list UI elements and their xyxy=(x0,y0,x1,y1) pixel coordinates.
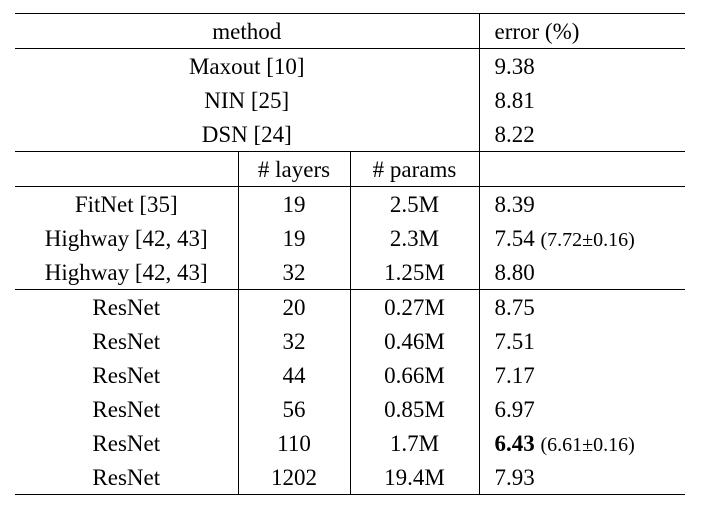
params-cell: 0.85M xyxy=(350,392,480,426)
params-cell: 0.66M xyxy=(350,358,480,392)
error-value: 7.93 xyxy=(494,464,535,490)
layers-cell: 32 xyxy=(238,255,351,290)
header-method: method xyxy=(15,13,480,49)
error-value: 8.39 xyxy=(494,191,535,217)
table-row: ResNet 1202 19.4M 7.93 xyxy=(15,460,685,495)
params-cell: 0.46M xyxy=(350,324,480,358)
method-cell: Maxout [10] xyxy=(15,48,480,83)
method-cell: Highway [42, 43] xyxy=(15,255,239,290)
table-row: Maxout [10] 9.38 xyxy=(15,48,685,83)
error-value: 7.17 xyxy=(494,362,535,388)
subheader-params: # params xyxy=(350,151,480,187)
table-row: Highway [42, 43] 32 1.25M 8.80 xyxy=(15,255,685,290)
error-cell: 7.93 xyxy=(479,460,685,495)
table-row: ResNet 44 0.66M 7.17 xyxy=(15,358,685,392)
params-cell: 19.4M xyxy=(350,460,480,495)
layers-cell: 32 xyxy=(238,324,351,358)
table-row: DSN [24] 8.22 xyxy=(15,117,685,152)
results-table: method error (%) Maxout [10] 9.38 NIN [2… xyxy=(15,13,685,495)
table-row: ResNet 20 0.27M 8.75 xyxy=(15,289,685,324)
error-note: (7.72±0.16) xyxy=(540,228,635,251)
method-cell: NIN [25] xyxy=(15,83,480,117)
method-cell: ResNet xyxy=(15,324,239,358)
error-value: 6.97 xyxy=(494,396,535,422)
method-cell: ResNet xyxy=(15,358,239,392)
error-cell: 9.38 xyxy=(494,53,535,79)
params-cell: 0.27M xyxy=(350,289,480,324)
layers-cell: 1202 xyxy=(238,460,351,495)
error-cell: 6.43 (6.61±0.16) xyxy=(479,426,685,460)
table-row: FitNet [35] 19 2.5M 8.39 xyxy=(15,186,685,222)
table-row: ResNet 56 0.85M 6.97 xyxy=(15,392,685,426)
method-cell: ResNet xyxy=(15,426,239,460)
layers-cell: 20 xyxy=(238,289,351,324)
layers-cell: 110 xyxy=(238,426,351,460)
layers-cell: 19 xyxy=(238,221,351,255)
subheader-error-blank xyxy=(479,151,685,187)
params-cell: 2.3M xyxy=(350,221,480,255)
subheader-row: # layers # params xyxy=(15,151,685,187)
subheader-layers: # layers xyxy=(238,151,351,187)
table-row: Highway [42, 43] 19 2.3M 7.54 (7.72±0.16… xyxy=(15,221,685,255)
method-cell: Highway [42, 43] xyxy=(15,221,239,255)
method-cell: ResNet xyxy=(15,392,239,426)
params-cell: 2.5M xyxy=(350,186,480,221)
layers-cell: 56 xyxy=(238,392,351,426)
method-cell: DSN [24] xyxy=(15,117,480,152)
error-cell: 8.75 xyxy=(479,289,685,324)
error-cell: 7.51 xyxy=(479,324,685,358)
method-cell: ResNet xyxy=(15,289,239,324)
error-cell: 8.22 xyxy=(494,121,535,147)
error-value: 8.80 xyxy=(494,259,535,285)
error-cell: 7.17 xyxy=(479,358,685,392)
error-value: 8.75 xyxy=(494,294,535,320)
error-cell: 6.97 xyxy=(479,392,685,426)
header-row: method error (%) xyxy=(15,13,685,49)
method-cell: FitNet [35] xyxy=(15,186,239,221)
method-cell: ResNet xyxy=(15,460,239,495)
layers-cell: 19 xyxy=(238,186,351,221)
error-cell: 8.39 xyxy=(479,187,685,222)
header-error: error (%) xyxy=(479,13,685,49)
error-cell: 8.80 xyxy=(479,255,685,290)
table-row: ResNet 110 1.7M 6.43 (6.61±0.16) xyxy=(15,426,685,460)
error-cell: 7.54 (7.72±0.16) xyxy=(479,221,685,255)
error-note: (6.61±0.16) xyxy=(540,433,635,456)
params-cell: 1.7M xyxy=(350,426,480,460)
error-cell: 8.81 xyxy=(494,87,535,113)
error-value: 7.51 xyxy=(494,328,535,354)
layers-cell: 44 xyxy=(238,358,351,392)
subheader-blank xyxy=(15,151,239,187)
table-row: ResNet 32 0.46M 7.51 xyxy=(15,324,685,358)
best-error-value: 6.43 xyxy=(494,430,535,456)
error-value: 7.54 xyxy=(494,225,535,251)
table-row: NIN [25] 8.81 xyxy=(15,83,685,117)
params-cell: 1.25M xyxy=(350,255,480,290)
